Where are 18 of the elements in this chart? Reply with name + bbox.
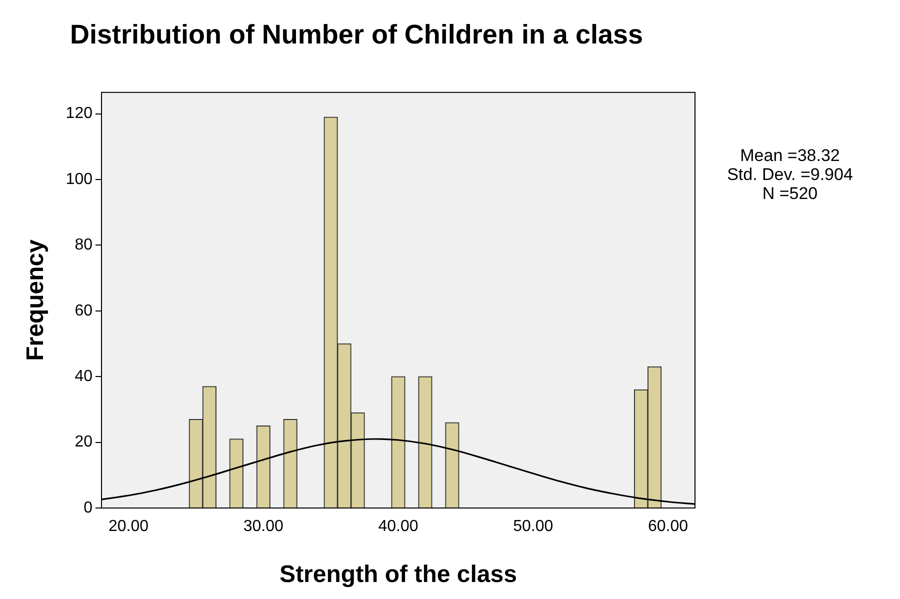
x-tick-label: 60.00 bbox=[648, 518, 688, 536]
chart-title: Distribution of Number of Children in a class bbox=[70, 20, 644, 50]
x-tick-label: 30.00 bbox=[243, 518, 284, 536]
text: Std. Dev. =9.904 bbox=[726, 165, 854, 184]
x-tick-label: 20.00 bbox=[108, 518, 149, 536]
y-tick-label: 60 bbox=[74, 302, 93, 320]
y-tick-label: 80 bbox=[74, 236, 93, 254]
y-tick-label: 40 bbox=[74, 368, 93, 385]
y-tick-label: 120 bbox=[66, 105, 93, 122]
y-tick-label: 20 bbox=[74, 434, 93, 451]
x-axis-title: Strength of the class bbox=[280, 561, 517, 588]
y-tick-label: 100 bbox=[66, 170, 93, 188]
y-tick-label: 0 bbox=[84, 499, 93, 516]
text: Mean =38.32 bbox=[739, 146, 841, 165]
y-axis-title: Frequency bbox=[22, 238, 50, 361]
text: N =520 bbox=[761, 184, 819, 203]
x-tick-label: 40.00 bbox=[378, 518, 418, 536]
x-tick-label: 50.00 bbox=[513, 518, 554, 536]
